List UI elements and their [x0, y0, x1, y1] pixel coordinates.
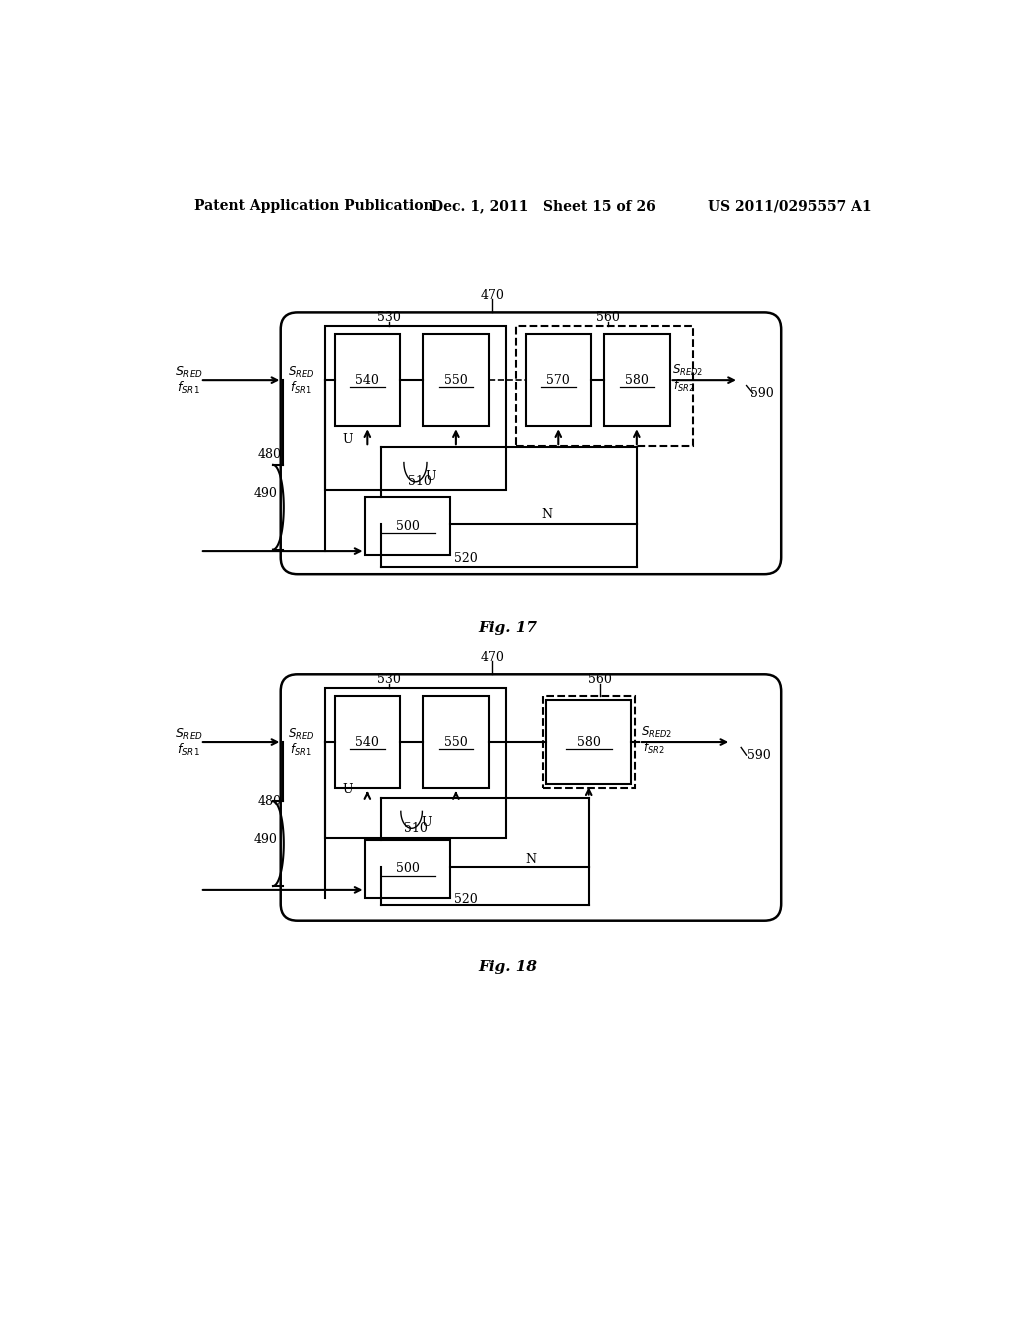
Text: U: U	[426, 470, 436, 483]
Text: $S_{RED2}$: $S_{RED2}$	[672, 363, 703, 379]
Bar	[547, 700, 631, 784]
Text: 550: 550	[444, 374, 468, 387]
Text: 530: 530	[377, 312, 400, 325]
Text: 590: 590	[751, 387, 774, 400]
Text: 510: 510	[408, 475, 432, 488]
Bar	[423, 696, 488, 788]
Text: U: U	[343, 783, 353, 796]
Text: $S_{RED}$: $S_{RED}$	[289, 364, 314, 380]
Text: 560: 560	[589, 673, 612, 686]
Text: 500: 500	[396, 862, 420, 875]
Text: 500: 500	[396, 520, 420, 532]
Text: $f_{SR2}$: $f_{SR2}$	[643, 741, 665, 756]
Text: 540: 540	[355, 735, 379, 748]
Text: $f_{SR2}$: $f_{SR2}$	[674, 379, 695, 395]
Text: 570: 570	[547, 374, 570, 387]
Bar	[335, 334, 400, 426]
Text: $S_{RED}$: $S_{RED}$	[289, 727, 314, 742]
Bar	[423, 334, 488, 426]
Text: U: U	[343, 433, 353, 446]
Text: $f_{SR1}$: $f_{SR1}$	[177, 380, 200, 396]
Text: 480: 480	[258, 449, 282, 462]
Text: Dec. 1, 2011   Sheet 15 of 26: Dec. 1, 2011 Sheet 15 of 26	[431, 199, 655, 213]
Text: 580: 580	[625, 374, 649, 387]
Text: 490: 490	[254, 487, 278, 500]
Text: 520: 520	[454, 552, 478, 565]
Bar	[325, 688, 506, 838]
Bar	[543, 696, 635, 788]
Bar	[335, 696, 400, 788]
Text: $f_{SR1}$: $f_{SR1}$	[290, 742, 311, 758]
Text: $S_{RED2}$: $S_{RED2}$	[641, 725, 672, 741]
Text: 510: 510	[403, 822, 428, 834]
Text: 490: 490	[254, 833, 278, 846]
FancyBboxPatch shape	[281, 313, 781, 574]
Text: 550: 550	[444, 735, 468, 748]
Text: Patent Application Publication: Patent Application Publication	[194, 199, 433, 213]
Text: 470: 470	[480, 289, 505, 302]
Text: $S_{RED}$: $S_{RED}$	[175, 364, 203, 380]
Text: 560: 560	[596, 312, 620, 325]
Text: $f_{SR1}$: $f_{SR1}$	[177, 742, 200, 758]
Text: U: U	[422, 816, 432, 829]
Text: $S_{RED}$: $S_{RED}$	[175, 727, 203, 742]
Text: N: N	[541, 508, 552, 521]
FancyBboxPatch shape	[281, 675, 781, 921]
Text: 540: 540	[355, 374, 379, 387]
Text: 580: 580	[577, 735, 601, 748]
Text: 590: 590	[746, 748, 770, 762]
Bar	[325, 326, 506, 490]
Text: $f_{SR1}$: $f_{SR1}$	[290, 380, 311, 396]
Text: 530: 530	[377, 673, 400, 686]
Bar	[366, 840, 451, 898]
Text: US 2011/0295557 A1: US 2011/0295557 A1	[708, 199, 871, 213]
Text: Fig. 18: Fig. 18	[478, 960, 538, 974]
Bar	[525, 334, 591, 426]
Text: N: N	[525, 853, 537, 866]
Text: 520: 520	[454, 892, 478, 906]
Bar	[604, 334, 670, 426]
Text: 480: 480	[258, 795, 282, 808]
Text: 470: 470	[480, 651, 505, 664]
Bar	[366, 498, 451, 554]
Text: Fig. 17: Fig. 17	[478, 622, 538, 635]
Bar	[515, 326, 692, 446]
